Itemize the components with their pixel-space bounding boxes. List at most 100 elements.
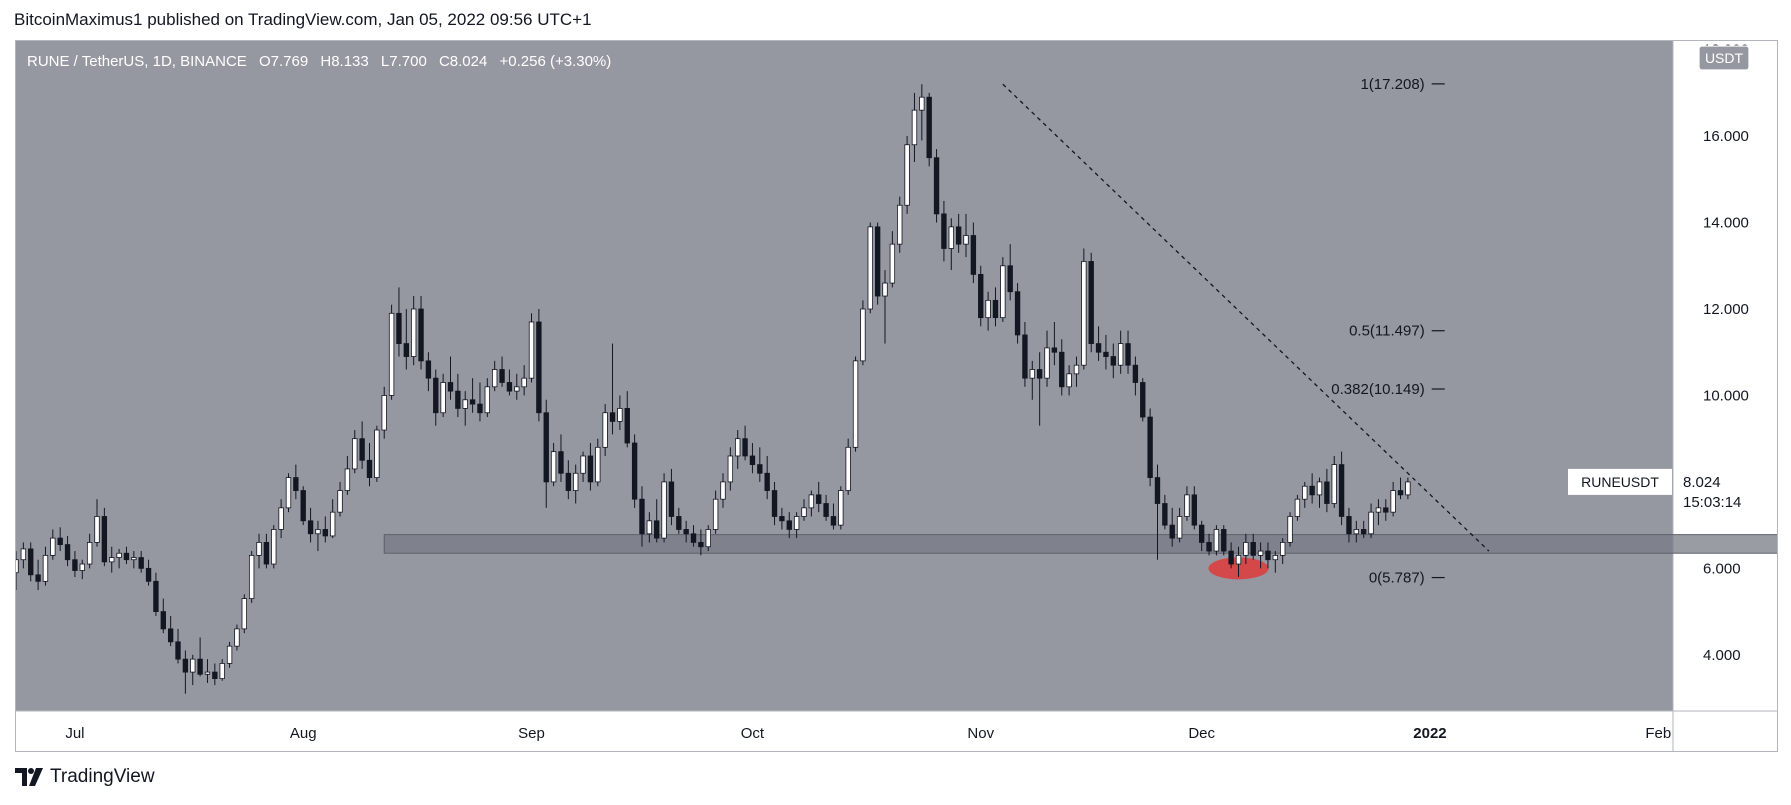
candle bbox=[808, 490, 815, 517]
candle bbox=[1257, 542, 1264, 569]
candle bbox=[455, 373, 461, 418]
candle-body bbox=[1346, 516, 1352, 535]
candle-body bbox=[963, 235, 969, 245]
candle bbox=[661, 473, 667, 543]
candle bbox=[587, 443, 594, 491]
candle bbox=[1066, 365, 1072, 396]
time-tick-label: Jul bbox=[65, 725, 84, 742]
tradingview-brand[interactable]: TradingView bbox=[14, 766, 155, 788]
candle-body bbox=[1095, 343, 1102, 353]
candle-body bbox=[1103, 351, 1109, 357]
candle bbox=[72, 551, 78, 577]
candle bbox=[28, 542, 34, 582]
candle-body bbox=[462, 399, 468, 409]
candle bbox=[20, 542, 27, 569]
candle-body bbox=[1206, 542, 1212, 552]
candle-body bbox=[609, 412, 616, 422]
candle bbox=[838, 486, 844, 530]
price-label-countdown: 15:03:14 bbox=[1683, 494, 1741, 511]
plot-area[interactable] bbox=[16, 41, 1673, 711]
candle bbox=[1221, 525, 1227, 556]
candle bbox=[226, 641, 233, 668]
candle-body bbox=[1324, 481, 1330, 504]
price-tick-label: 14.000 bbox=[1703, 215, 1749, 232]
candle bbox=[506, 369, 513, 396]
candle bbox=[860, 300, 866, 366]
candle bbox=[1361, 520, 1367, 539]
candle bbox=[1287, 512, 1293, 547]
candle-body bbox=[50, 537, 56, 556]
candle bbox=[1280, 538, 1286, 565]
candle bbox=[329, 499, 336, 539]
candle-body bbox=[985, 299, 991, 319]
candle bbox=[248, 551, 255, 603]
price-label-symbol: RUNEUSDT bbox=[1581, 474, 1659, 490]
candle-body bbox=[293, 477, 299, 491]
candle-body bbox=[735, 438, 741, 457]
symbol-legend: RUNE / TetherUS, 1D, BINANCE O7.769 H8.1… bbox=[27, 53, 611, 70]
candle-body bbox=[595, 446, 601, 483]
candle-body bbox=[867, 226, 873, 310]
candle-body bbox=[1257, 550, 1264, 556]
candle bbox=[1198, 520, 1205, 552]
candle-body bbox=[668, 481, 675, 517]
candle-body bbox=[771, 490, 778, 517]
candle bbox=[1184, 486, 1190, 521]
candle-body bbox=[1265, 550, 1271, 561]
candle bbox=[654, 499, 660, 543]
candle bbox=[624, 391, 630, 448]
candle-body bbox=[1132, 364, 1139, 383]
candle-body bbox=[322, 529, 328, 537]
support-zone bbox=[383, 534, 1777, 554]
candle-body bbox=[79, 563, 85, 571]
ohlc-high: H8.133 bbox=[320, 53, 368, 70]
candle-body bbox=[978, 274, 984, 319]
candle-body bbox=[1361, 529, 1367, 535]
candle-body bbox=[543, 412, 549, 483]
candle bbox=[1036, 352, 1043, 426]
candle bbox=[595, 438, 601, 487]
chart-frame[interactable]: 1(17.208) 0.5(11.497) 0.382(10.149) 0(5.787… bbox=[15, 40, 1778, 752]
candle-body bbox=[558, 451, 564, 474]
candle-body bbox=[992, 299, 999, 319]
candle-body bbox=[226, 645, 233, 664]
candle-body bbox=[138, 557, 144, 569]
candle-body bbox=[970, 235, 977, 275]
candle-body bbox=[101, 516, 108, 563]
price-tick-label: 4.000 bbox=[1703, 647, 1741, 664]
candle-body bbox=[1140, 382, 1146, 418]
candle bbox=[1117, 330, 1124, 374]
candle-body bbox=[1176, 516, 1183, 539]
candle bbox=[1316, 477, 1323, 508]
candle bbox=[985, 291, 991, 331]
time-tick-label: Aug bbox=[290, 725, 317, 742]
candle-body bbox=[823, 503, 829, 517]
candle bbox=[852, 356, 859, 452]
price-axis[interactable]: 4.0006.0008.00010.00012.00014.00016.0001… bbox=[1703, 42, 1749, 664]
candle-body bbox=[786, 520, 792, 530]
candle bbox=[109, 546, 115, 573]
candle-body bbox=[131, 557, 137, 561]
time-axis[interactable]: Jul Aug Sep Oct Nov Dec 2022 Feb bbox=[65, 725, 1671, 742]
candle bbox=[1375, 499, 1382, 526]
candle bbox=[1272, 551, 1279, 573]
candle bbox=[175, 628, 181, 664]
candle bbox=[1162, 494, 1168, 530]
candle-body bbox=[1073, 364, 1080, 375]
candle-body bbox=[241, 598, 247, 630]
candle bbox=[558, 434, 564, 482]
candle-body bbox=[816, 494, 822, 504]
candle bbox=[757, 447, 763, 482]
candle bbox=[190, 654, 196, 686]
candle bbox=[57, 527, 63, 552]
candle bbox=[889, 231, 896, 288]
candle-body bbox=[1353, 529, 1360, 535]
candle-body bbox=[1154, 477, 1161, 504]
currency-badge[interactable]: USDT bbox=[1698, 45, 1750, 71]
candle bbox=[1088, 252, 1094, 353]
candle bbox=[1191, 486, 1197, 530]
candle-body bbox=[874, 226, 881, 297]
candle-body bbox=[492, 369, 498, 388]
candlestick-chart[interactable]: 1(17.208) 0.5(11.497) 0.382(10.149) 0(5.787… bbox=[16, 41, 1777, 751]
candle bbox=[219, 659, 225, 681]
